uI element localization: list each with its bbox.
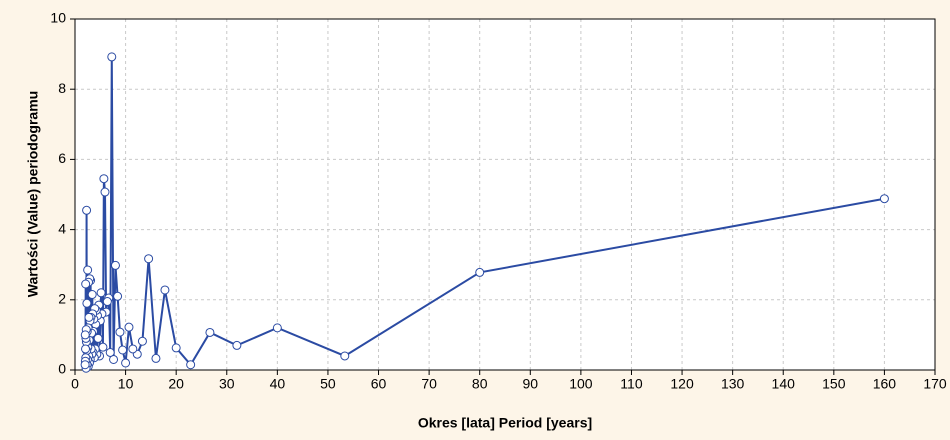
x-tick-label: 140	[772, 376, 796, 392]
y-tick-label: 2	[58, 291, 66, 307]
point	[121, 358, 131, 368]
y-tick-label: 8	[58, 80, 66, 96]
x-tick-label: 80	[472, 376, 488, 392]
point	[80, 360, 90, 370]
x-tick-label: 130	[721, 376, 745, 392]
point	[171, 343, 181, 353]
point	[475, 267, 485, 277]
point	[84, 312, 94, 322]
point	[87, 290, 97, 300]
y-tick-label: 10	[50, 10, 66, 26]
x-tick-label: 120	[670, 376, 694, 392]
x-tick-label: 10	[118, 376, 134, 392]
point	[879, 194, 889, 204]
point	[113, 291, 123, 301]
y-axis-label: Wartości (Value) periodogramu	[25, 91, 41, 297]
point	[205, 327, 215, 337]
point	[81, 279, 91, 289]
point	[100, 187, 110, 197]
x-tick-label: 160	[873, 376, 897, 392]
x-tick-label: 60	[371, 376, 387, 392]
point	[128, 344, 138, 354]
x-tick-label: 90	[523, 376, 539, 392]
point	[107, 52, 117, 62]
point	[105, 347, 115, 357]
y-tick-label: 0	[58, 361, 66, 377]
point	[118, 345, 128, 355]
y-tick-label: 6	[58, 150, 66, 166]
point	[160, 285, 170, 295]
point	[98, 342, 108, 352]
point	[93, 333, 103, 343]
point	[82, 205, 92, 215]
plot-area	[74, 18, 936, 371]
y-tick-label: 4	[58, 220, 66, 236]
x-tick-label: 30	[219, 376, 235, 392]
point	[144, 254, 154, 264]
point	[186, 360, 196, 370]
point	[96, 288, 106, 298]
point	[115, 327, 125, 337]
point	[151, 353, 161, 363]
x-tick-label: 170	[923, 376, 947, 392]
x-axis-label: Okres [lata] Period [years]	[418, 415, 592, 431]
x-tick-label: 110	[620, 376, 643, 392]
point	[102, 297, 112, 307]
point	[99, 174, 109, 184]
point	[83, 265, 93, 275]
x-tick-label: 70	[421, 376, 437, 392]
x-tick-label: 50	[320, 376, 336, 392]
point	[80, 330, 90, 340]
x-tick-label: 100	[569, 376, 593, 392]
x-tick-label: 40	[270, 376, 286, 392]
point	[82, 298, 92, 308]
point	[137, 336, 147, 346]
point	[272, 323, 282, 333]
point	[81, 344, 91, 354]
x-tick-label: 0	[71, 376, 79, 392]
point	[110, 260, 120, 270]
point	[232, 340, 242, 350]
point	[109, 354, 119, 364]
x-tick-label: 150	[822, 376, 846, 392]
point	[124, 322, 134, 332]
point	[340, 351, 350, 361]
plot-frame	[74, 18, 936, 371]
x-tick-label: 20	[168, 376, 184, 392]
